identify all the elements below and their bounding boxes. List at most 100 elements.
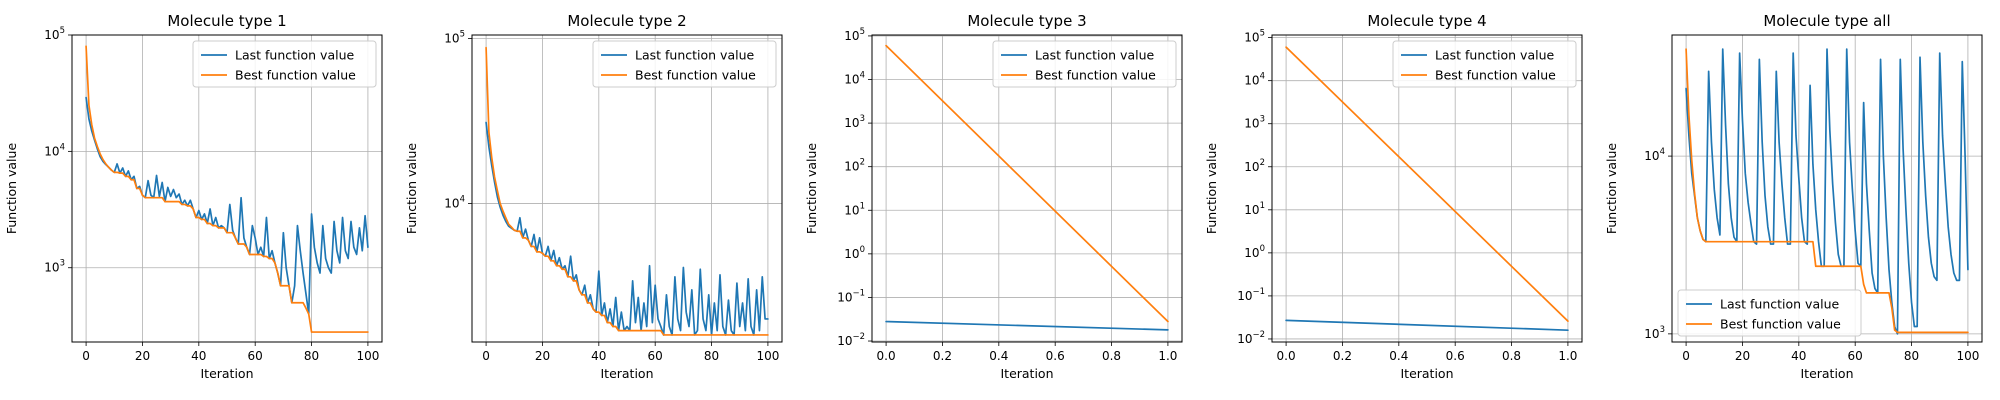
- y-tick-label: 10−2: [1237, 330, 1265, 346]
- panel-title: Molecule type 2: [567, 12, 686, 30]
- y-tick-label: 10−1: [1237, 287, 1265, 303]
- legend: Last function value Best function value: [1392, 40, 1577, 88]
- y-axis-label: Function value: [404, 143, 419, 235]
- x-tick-label: 0.4: [1389, 349, 1408, 363]
- y-tick-label: 101: [844, 201, 865, 217]
- legend-box: [1677, 289, 1862, 337]
- y-tick-label: 104: [44, 142, 65, 158]
- y-tick-label: 103: [1244, 115, 1265, 131]
- y-tick-label: 105: [844, 27, 865, 43]
- x-axis-label: Iteration: [600, 366, 653, 381]
- series-line-best-function-value: [1685, 48, 1969, 334]
- x-axis-label: Iteration: [200, 366, 253, 381]
- y-tick-label: 102: [844, 158, 865, 174]
- y-tick-label: 105: [444, 29, 465, 45]
- legend-label-best-function-value: Best function value: [1720, 317, 1841, 332]
- x-tick-label: 20: [535, 349, 550, 363]
- chart-panel-2: 0 20 40 60 80 100 104 105 Molecule type 2 Iterati…: [404, 12, 783, 381]
- y-tick-label: 105: [1244, 29, 1265, 45]
- legend-label-best-function-value: Best function value: [1435, 68, 1556, 83]
- x-tick-label: 60: [248, 349, 263, 363]
- legend-box: [992, 40, 1177, 88]
- x-tick-label: 20: [1735, 349, 1750, 363]
- y-tick-label: 104: [1244, 72, 1265, 88]
- x-tick-label: 0.8: [1102, 349, 1121, 363]
- panel-title: Molecule type 1: [167, 12, 286, 30]
- legend-box: [592, 40, 777, 88]
- x-tick-label: 0: [482, 349, 490, 363]
- y-axis-label: Function value: [1204, 143, 1219, 235]
- x-tick-label: 0: [1682, 349, 1690, 363]
- chart-panel-3: 0.0 0.2 0.4 0.6 0.8 1.0 10−2 10−1 100 101 102 103 10…: [804, 12, 1183, 381]
- x-tick-label: 40: [591, 349, 606, 363]
- panel-title: Molecule type all: [1763, 12, 1890, 30]
- x-tick-label: 100: [1956, 349, 1979, 363]
- series-line-best-function-value: [485, 46, 769, 336]
- y-tick-label: 10−1: [837, 288, 865, 304]
- y-tick-label: 100: [1244, 244, 1265, 260]
- y-tick-label: 104: [444, 195, 465, 211]
- axes-frame: [71, 34, 383, 343]
- legend-box: [1392, 40, 1577, 88]
- axes-frame: [471, 34, 783, 343]
- legend-label-last-function-value: Last function value: [1435, 48, 1554, 63]
- legend-label-last-function-value: Last function value: [1720, 297, 1839, 312]
- x-tick-label: 100: [356, 349, 379, 363]
- x-tick-label: 0.0: [877, 349, 896, 363]
- x-tick-label: 1.0: [1558, 349, 1577, 363]
- x-tick-label: 0.6: [1046, 349, 1065, 363]
- series-line-best-function-value: [1285, 46, 1569, 322]
- chart-panel-5: 0 20 40 60 80 100 103 104 Molecule type all Itera…: [1604, 12, 1983, 381]
- x-tick-label: 0.2: [1333, 349, 1352, 363]
- legend-label-last-function-value: Last function value: [1035, 48, 1154, 63]
- x-tick-label: 80: [1904, 349, 1919, 363]
- legend: Last function value Best function value: [592, 40, 777, 88]
- series-line-last-function-value: [1685, 48, 1969, 335]
- chart-panel-4: 0.0 0.2 0.4 0.6 0.8 1.0 10−2 10−1 100 101 102 103 10…: [1204, 12, 1583, 381]
- x-tick-label: 0.4: [989, 349, 1008, 363]
- x-axis-label: Iteration: [1000, 366, 1053, 381]
- y-tick-label: 103: [844, 114, 865, 130]
- panel-title: Molecule type 4: [1367, 12, 1486, 30]
- series-line-best-function-value: [85, 45, 369, 333]
- y-tick-label: 101: [1244, 201, 1265, 217]
- series-line-last-function-value: [85, 96, 369, 315]
- legend: Last function value Best function value: [992, 40, 1177, 88]
- legend-label-best-function-value: Best function value: [235, 68, 356, 83]
- y-axis-label: Function value: [4, 143, 19, 235]
- x-tick-label: 40: [1791, 349, 1806, 363]
- x-tick-label: 20: [135, 349, 150, 363]
- legend: Last function value Best function value: [1677, 289, 1862, 337]
- x-tick-label: 60: [648, 349, 663, 363]
- y-tick-label: 104: [844, 71, 865, 87]
- series-line-last-function-value: [485, 121, 769, 336]
- x-tick-label: 0: [82, 349, 90, 363]
- legend-label-best-function-value: Best function value: [635, 68, 756, 83]
- y-tick-label: 10−2: [837, 332, 865, 348]
- chart-panel-1: 0 20 40 60 80 100 103 104 105 Molecule type 1 Iter…: [4, 12, 383, 381]
- axes-frame: [871, 34, 1183, 343]
- y-tick-label: 103: [1644, 325, 1665, 341]
- legend: Last function value Best function value: [192, 40, 377, 88]
- x-tick-label: 0.6: [1446, 349, 1465, 363]
- y-tick-label: 100: [844, 245, 865, 261]
- legend-label-last-function-value: Last function value: [635, 48, 754, 63]
- y-axis-label: Function value: [1604, 143, 1619, 235]
- x-tick-label: 0.2: [933, 349, 952, 363]
- x-tick-label: 40: [191, 349, 206, 363]
- axes-frame: [1671, 34, 1983, 343]
- x-tick-label: 60: [1848, 349, 1863, 363]
- y-tick-label: 102: [1244, 158, 1265, 174]
- y-tick-label: 105: [44, 26, 65, 42]
- series-line-last-function-value: [1285, 319, 1569, 332]
- x-axis-label: Iteration: [1800, 366, 1853, 381]
- axes-frame: [1271, 34, 1583, 343]
- x-tick-label: 80: [704, 349, 719, 363]
- x-tick-label: 0.0: [1277, 349, 1296, 363]
- legend-label-last-function-value: Last function value: [235, 48, 354, 63]
- legend-box: [192, 40, 377, 88]
- legend-label-best-function-value: Best function value: [1035, 68, 1156, 83]
- x-tick-label: 80: [304, 349, 319, 363]
- series-line-best-function-value: [885, 44, 1169, 323]
